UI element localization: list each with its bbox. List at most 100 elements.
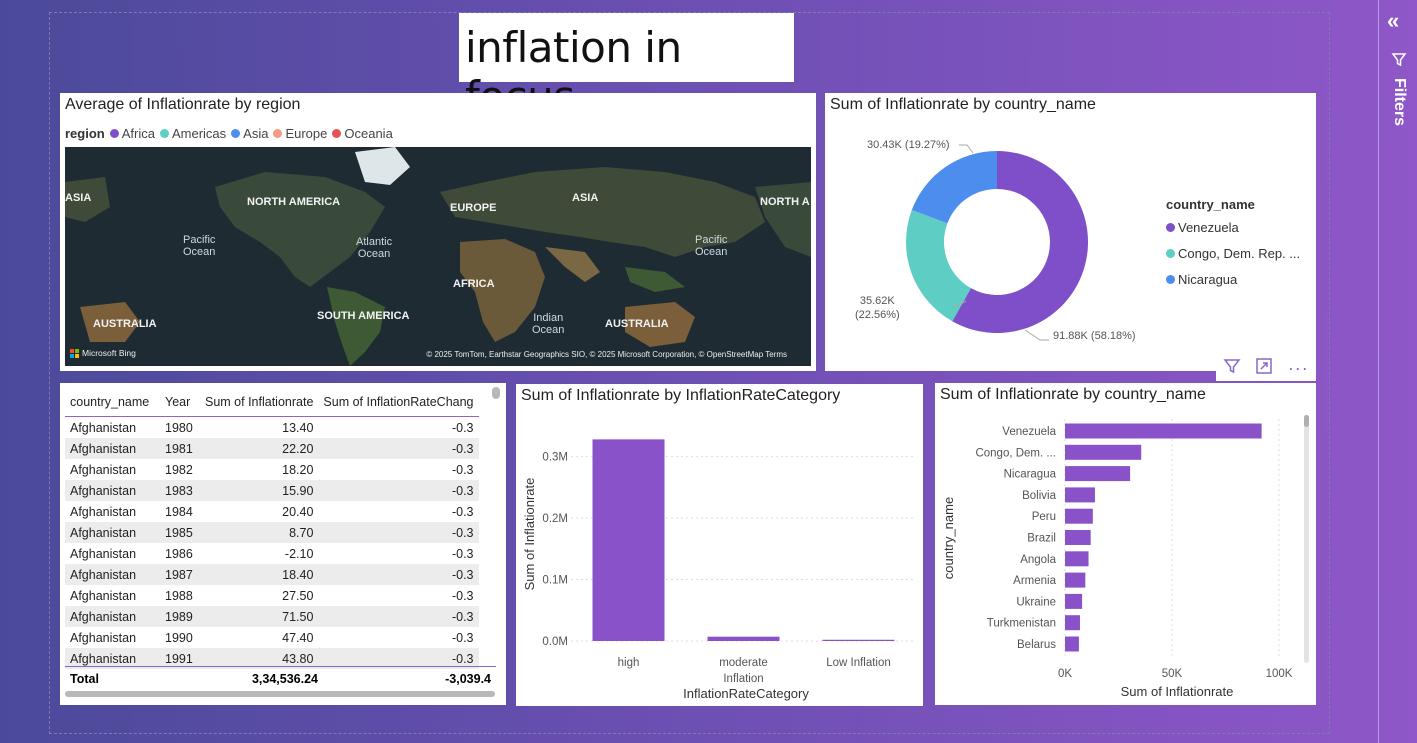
legend-item-africa[interactable]: Africa: [109, 126, 155, 141]
table-row[interactable]: Afghanistan 1982 18.20 -0.3: [65, 459, 479, 480]
cell-year: 1988: [165, 588, 193, 603]
map-visual[interactable]: Average of Inflationrate by region regio…: [60, 93, 816, 371]
donut-legend-title: country_name: [1166, 197, 1255, 212]
column-header-country[interactable]: country_name: [65, 388, 160, 417]
hbar-2: [1065, 466, 1131, 482]
x-tick-label: 0K: [1058, 668, 1072, 680]
cell-inflationratechange: -0.3: [318, 648, 479, 669]
focus-mode-icon[interactable]: [1255, 357, 1273, 380]
hbar-scroll-thumb[interactable]: [1304, 415, 1309, 427]
hbar-1: [1065, 444, 1142, 460]
y-tick-label: 0.0M: [542, 636, 568, 648]
cell-country: Afghanistan: [65, 522, 160, 543]
more-options-icon[interactable]: ···: [1287, 357, 1309, 378]
world-map[interactable]: ASIA NORTH AMERICA EUROPE ASIA NORTH A P…: [65, 147, 811, 366]
cell-year: 1985: [160, 522, 200, 543]
cell-country: Afghanistan: [65, 648, 160, 669]
cell-inflationratechange: -0.3: [451, 420, 474, 435]
cell-country: Afghanistan: [65, 606, 160, 627]
donut-chart[interactable]: [825, 93, 1316, 371]
table-row[interactable]: Afghanistan 1981 22.20 -0.3: [65, 438, 479, 459]
map-label-africa: AFRICA: [453, 278, 495, 290]
cell-inflationrate: 22.20: [200, 438, 319, 459]
cell-inflationrate: -2.10: [284, 546, 314, 561]
filters-pane[interactable]: « Filters: [1378, 0, 1417, 743]
map-label-europe: EUROPE: [450, 202, 497, 214]
cell-year: 1982: [165, 462, 193, 477]
legend-item-venezuela[interactable]: Venezuela: [1166, 220, 1300, 235]
y-tick-label: 0.1M: [542, 575, 568, 587]
hbar-3: [1065, 487, 1095, 503]
table-row[interactable]: Afghanistan 1991 43.80 -0.3: [65, 648, 479, 669]
legend-item-nicaragua[interactable]: Nicaragua: [1166, 272, 1300, 287]
column-header-inflationratechange[interactable]: Sum of InflationRateChang: [318, 388, 479, 417]
map-label-north-america-right: NORTH A: [760, 196, 810, 208]
legend-dot-icon: [1166, 223, 1175, 232]
cell-country: Afghanistan: [70, 630, 137, 645]
cell-inflationrate: 27.50: [282, 588, 314, 603]
double-chevron-left-icon[interactable]: «: [1387, 8, 1400, 33]
cell-inflationratechange: -0.3: [318, 606, 479, 627]
cell-country: Afghanistan: [70, 588, 137, 603]
donut-legend: country_name Venezuela Congo, Dem. Rep. …: [1166, 197, 1300, 298]
donut-visual[interactable]: Sum of Inflationrate by country_name 91.…: [825, 93, 1316, 371]
microsoft-bing-logo: Microsoft Bing: [70, 348, 136, 358]
table-visual[interactable]: country_name Year Sum of Inflationrate S…: [60, 383, 506, 705]
table-row[interactable]: Afghanistan 1983 15.90 -0.3: [65, 480, 479, 501]
map-legend-title: region: [65, 126, 105, 141]
table-row[interactable]: Afghanistan 1984 20.40 -0.3: [65, 501, 479, 522]
total-inflationrate: 3,34,536.24: [251, 672, 318, 686]
hbar-chart-visual[interactable]: Sum of Inflationrate by country_name 0K 5…: [935, 383, 1316, 705]
table-row[interactable]: Afghanistan 1980 13.40 -0.3: [65, 417, 479, 439]
table-row[interactable]: Afghanistan 1985 8.70 -0.3: [65, 522, 479, 543]
column-chart[interactable]: 0.0M 0.1M 0.2M 0.3M high moderate Inflation Low…: [516, 384, 923, 706]
cell-inflationratechange: -0.3: [451, 588, 474, 603]
table-row[interactable]: Afghanistan 1990 47.40 -0.3: [65, 627, 479, 648]
legend-item-oceania[interactable]: Oceania: [332, 126, 393, 141]
table-row[interactable]: Afghanistan 1988 27.50 -0.3: [65, 585, 479, 606]
column-header-inflationrate[interactable]: Sum of Inflationrate: [200, 388, 319, 417]
hbar-8: [1065, 593, 1083, 609]
y-tick-label: Bolivia: [1022, 490, 1056, 502]
table-row[interactable]: Afghanistan 1987 18.40 -0.3: [65, 564, 479, 585]
cell-country: Afghanistan: [70, 504, 137, 519]
legend-item-americas[interactable]: Americas: [159, 126, 226, 141]
legend-dot-icon: [159, 129, 169, 138]
filter-icon[interactable]: [1223, 357, 1241, 380]
x-tick-label: 50K: [1162, 668, 1183, 680]
y-tick-label: 0.3M: [542, 452, 568, 464]
column-header-year[interactable]: Year: [160, 388, 200, 417]
cell-country: Afghanistan: [70, 546, 137, 561]
table-horizontal-scrollbar[interactable]: [65, 691, 495, 697]
hbar-scrollbar[interactable]: [1304, 415, 1309, 663]
legend-item-asia[interactable]: Asia: [231, 126, 268, 141]
hbar-4: [1065, 508, 1093, 524]
map-label-indian: Indian Ocean: [532, 312, 565, 336]
cell-year: 1987: [160, 564, 200, 585]
cell-year: 1980: [165, 420, 193, 435]
table-row[interactable]: Afghanistan 1989 71.50 -0.3: [65, 606, 479, 627]
y-tick-label: Angola: [1020, 554, 1056, 566]
table-vertical-scrollbar[interactable]: [492, 387, 500, 399]
map-landmass: [65, 147, 811, 366]
legend-dot-icon: [273, 129, 283, 138]
cell-inflationrate: 15.90: [200, 480, 319, 501]
donut-slice-2: [911, 151, 997, 224]
cell-country: Afghanistan: [65, 480, 160, 501]
y-tick-label: Ukraine: [1016, 596, 1056, 608]
cell-country: Afghanistan: [70, 462, 137, 477]
table-row[interactable]: Afghanistan 1986 -2.10 -0.3: [65, 543, 479, 564]
legend-item-congo[interactable]: Congo, Dem. Rep. ...: [1166, 246, 1300, 261]
report-title-box: inflation in focus: [459, 13, 794, 121]
hbar-9: [1065, 615, 1080, 631]
donut-leader-line: [1024, 329, 1049, 341]
report-canvas-border: [49, 12, 1330, 734]
cell-country: Afghanistan: [65, 438, 160, 459]
legend-item-europe[interactable]: Europe: [273, 126, 327, 141]
donut-label-nicaragua: 30.43K (19.27%): [867, 139, 950, 151]
cell-inflationrate: 20.40: [282, 504, 314, 519]
donut-title: Sum of Inflationrate by country_name: [830, 96, 1096, 113]
map-attribution[interactable]: © 2025 TomTom, Earthstar Geographics SIO…: [426, 350, 787, 359]
column-chart-visual[interactable]: Sum of Inflationrate by InflationRateCat…: [516, 384, 923, 706]
hbar-chart[interactable]: 0K 50K 100K Venezuela Congo, Dem. ... Nicarag…: [935, 383, 1316, 705]
